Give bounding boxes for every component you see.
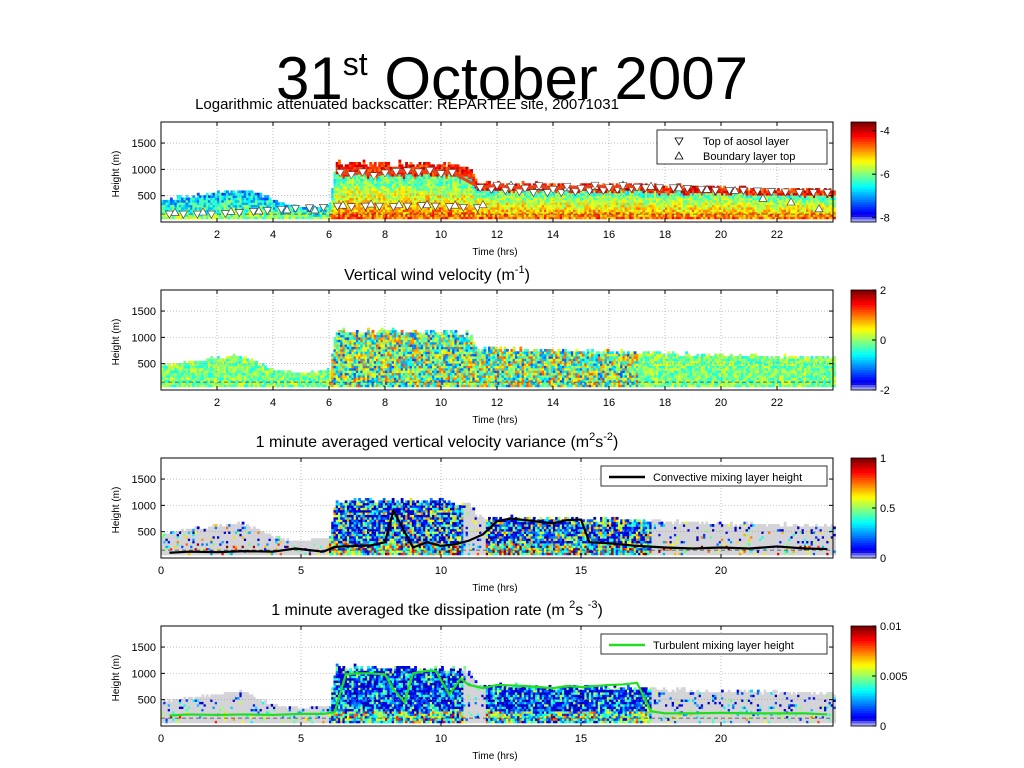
chart-title: Logarithmic attenuated backscatter: REPA…	[195, 96, 619, 113]
heatmap-cell	[387, 164, 390, 167]
heatmap-cell	[358, 162, 361, 165]
heatmap-cell	[170, 198, 173, 201]
x-tick-label: 10	[435, 229, 447, 241]
x-tick-label: 14	[547, 229, 559, 241]
heatmap-cell	[374, 164, 377, 167]
heatmap-cell	[448, 162, 451, 165]
heatmap-cell	[777, 188, 780, 191]
heatmap-cell	[282, 202, 285, 205]
heatmap-cell	[210, 356, 213, 359]
colorbar-tick-label: -4	[880, 126, 890, 138]
heatmap-cell	[475, 179, 478, 182]
heatmap-cell	[260, 193, 263, 196]
heatmap-cell	[233, 190, 236, 193]
heatmap-cell	[488, 181, 491, 184]
heatmap-cell	[340, 164, 343, 167]
heatmap-cell	[217, 356, 220, 359]
heatmap-cell	[472, 174, 475, 177]
x-tick-label: 6	[326, 229, 332, 241]
heatmap-cell	[665, 186, 668, 189]
heatmap-cell	[443, 164, 446, 167]
heatmap-cell	[363, 162, 366, 165]
y-tick-label: 500	[138, 191, 156, 203]
heatmap-cell	[405, 162, 408, 165]
heatmap-cell	[183, 361, 186, 364]
heatmap-cell	[387, 162, 390, 165]
heatmap-cell	[517, 183, 520, 186]
heatmap-cell	[457, 164, 460, 167]
title-part: )	[525, 267, 530, 284]
heatmap-cell	[251, 190, 254, 193]
colorbar-tick-label: -6	[880, 169, 890, 181]
colorbar-tick-label: -8	[880, 213, 890, 225]
heatmap-cell	[217, 190, 220, 193]
heatmap-cell	[374, 162, 377, 165]
x-tick-label: 18	[659, 229, 671, 241]
legend: Top of aosol layer Boundary layer top	[657, 130, 827, 164]
heatmap-cell	[401, 164, 404, 167]
title-part: Vertical wind velocity (m	[344, 267, 515, 284]
x-tick-label: 8	[382, 229, 388, 241]
heatmap-cell	[369, 162, 372, 165]
legend-label: Top of aosol layer	[703, 136, 790, 148]
heatmap-cell	[338, 162, 341, 165]
heatmap-cell	[206, 193, 209, 196]
heatmap-cell	[363, 160, 366, 163]
x-tick-label: 12	[491, 229, 503, 241]
x-tick-label: 4	[270, 229, 276, 241]
heatmap-cell	[398, 162, 401, 165]
heatmap-cell	[553, 183, 556, 186]
colorbar: -4 -6 -8	[851, 122, 890, 225]
title-superscript: -1	[515, 264, 525, 276]
heatmap-cell	[269, 198, 272, 201]
heatmap-cell	[432, 164, 435, 167]
heatmap-cell	[197, 193, 200, 196]
heatmap-cell	[522, 181, 525, 184]
heatmap-cell	[275, 200, 278, 203]
heatmap-cell	[338, 160, 341, 163]
x-tick-label: 20	[715, 229, 727, 241]
heatmap-cell	[428, 162, 431, 165]
legend-label: Boundary layer top	[703, 151, 795, 163]
heatmap-cell	[410, 162, 413, 165]
heatmap-cell	[398, 160, 401, 163]
heatmap-cell	[419, 162, 422, 165]
heatmap-cell	[764, 188, 767, 191]
x-tick-label: 22	[771, 229, 783, 241]
y-tick-label: 1000	[132, 164, 156, 176]
chart-panel-2: Vertical wind velocity (m-1)2 4 6 8 10 12 14 16…	[111, 264, 890, 426]
heatmap-cell	[233, 354, 236, 357]
heatmap-cell	[443, 162, 446, 165]
x-tick-label: 16	[603, 229, 615, 241]
x-axis-label: Time (hrs)	[472, 247, 517, 258]
heatmap-cell	[365, 164, 368, 167]
y-tick-label: 1500	[132, 138, 156, 150]
y-axis-label: Height (m)	[111, 151, 122, 198]
x-tick-label: 2	[214, 229, 220, 241]
chart-title: Vertical wind velocity (m-1)	[344, 264, 530, 284]
heatmap-cell	[470, 171, 473, 174]
heatmap-cell	[472, 176, 475, 179]
heatmap-cell	[412, 164, 415, 167]
chart-panel-1: Logarithmic attenuated backscatter: REPA…	[111, 96, 890, 258]
heatmap-cell	[226, 190, 229, 193]
